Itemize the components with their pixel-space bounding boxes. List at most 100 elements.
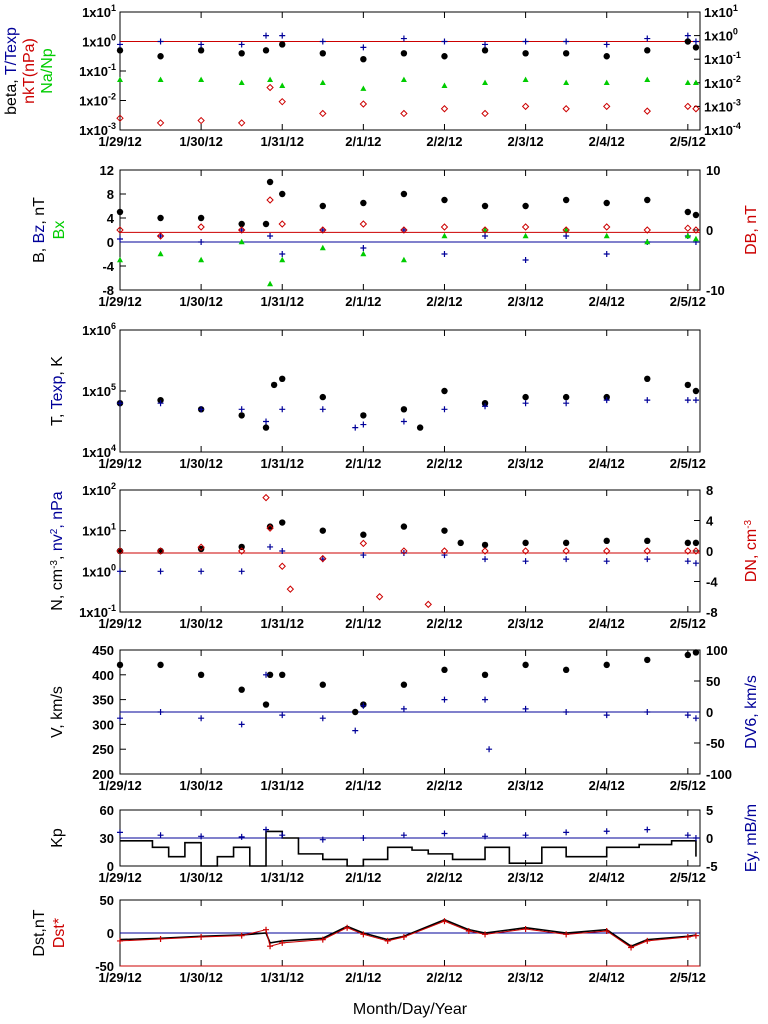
series-V-point [603, 661, 610, 669]
x-tick-label: 1/30/12 [179, 970, 222, 985]
x-tick-label: 2/5/12 [670, 294, 706, 309]
x-tick-label: 2/5/12 [670, 778, 706, 793]
x-tick-label: 2/2/12 [426, 294, 462, 309]
series-T/Texp-point [522, 38, 529, 45]
series-nv2-point [684, 558, 691, 565]
series-B-point [562, 196, 570, 204]
series-DB-point [278, 220, 286, 228]
x-tick-label: 1/31/12 [261, 294, 304, 309]
series-Bz-point [157, 233, 164, 239]
series-Texp-point [400, 418, 407, 425]
series-nv2-point [117, 568, 123, 575]
y-tick-label: 1x100 [82, 33, 116, 50]
series-V-point [692, 649, 700, 656]
series-B-point [197, 214, 205, 222]
series-Bx-point [267, 280, 274, 287]
series-DB-point [603, 223, 611, 231]
series-Dst*-line [119, 920, 697, 949]
series-Bz-point [267, 233, 274, 239]
series-nkT(nPa)-point [440, 105, 449, 113]
series-T/Texp-point [441, 38, 448, 45]
series-Texp-point [441, 406, 448, 413]
series-N-point [522, 539, 529, 547]
y-axis-label: beta, T/Texp [3, 27, 20, 115]
series-beta-point [644, 47, 651, 54]
series-DV6-point [263, 671, 270, 678]
y2-tick-label: 4 [706, 514, 714, 529]
series-V-point [279, 671, 286, 678]
series-DN-point [692, 547, 700, 555]
y-axis-label-2: Dst* [51, 918, 68, 948]
series-T/Texp-point [279, 32, 286, 39]
series-Dst*-point [263, 926, 270, 933]
series-B-point [360, 199, 367, 207]
series-Dst*-point [441, 918, 448, 925]
x-tick-label: 2/3/12 [508, 778, 544, 793]
series-nv2-point [644, 556, 651, 563]
series-B-point [522, 202, 529, 210]
x-tick-label: 1/29/12 [98, 294, 141, 309]
y-axis-label: T, Texp, K [49, 356, 66, 426]
series-T-point [562, 393, 570, 401]
series-DN-point [319, 554, 327, 563]
series-T-point [319, 393, 326, 401]
series-Ey-point [198, 833, 205, 840]
series-Na/Np-point [319, 79, 326, 85]
series-DV6-point [279, 712, 286, 719]
series-beta-point [481, 47, 489, 54]
y-tick-label: 350 [92, 693, 114, 708]
y2-tick-label: 0 [706, 831, 713, 846]
series-Texp-point [644, 397, 651, 404]
series-V-point [319, 681, 326, 688]
series-Dst*-point [400, 933, 407, 940]
series-Bx-point [441, 232, 448, 239]
series-Dst*-point [267, 943, 274, 950]
series-N-point [684, 539, 692, 547]
series-DV6-point [352, 727, 359, 734]
series-beta-point [684, 38, 692, 45]
series-T-point [157, 396, 164, 404]
series-DV6-point [684, 712, 691, 719]
y-tick-label: 1x10-3 [79, 121, 116, 138]
series-DB-point [692, 226, 700, 234]
y-tick-label: 1x105 [82, 382, 116, 399]
series-DB-point [266, 196, 274, 204]
series-B-point [400, 190, 408, 198]
series-Na/Np-point [157, 76, 164, 83]
series-beta-point [522, 50, 529, 57]
series-Dst*-point [692, 932, 699, 939]
series-DN-point [562, 547, 570, 555]
series-V-point [266, 671, 274, 678]
x-tick-label: 2/1/12 [345, 294, 381, 309]
series-nkT(nPa)-point [237, 119, 246, 127]
panel-B-frame [119, 169, 701, 291]
x-tick-label: 1/31/12 [261, 870, 304, 885]
x-tick-label: 1/30/12 [179, 616, 222, 631]
series-Ey-point [400, 832, 407, 839]
series-nkT(nPa)-point [197, 116, 205, 125]
series-Texp-point [603, 397, 610, 404]
y-tick-label: 4 [107, 211, 115, 226]
series-Bx-point [692, 235, 699, 242]
x-tick-label: 1/30/12 [179, 134, 222, 149]
series-nv2-point [441, 552, 448, 559]
series-Bx-point [198, 256, 205, 263]
series-Bz-point [198, 239, 205, 245]
panel-N-frame [119, 489, 701, 613]
x-tick-label: 2/2/12 [426, 870, 462, 885]
series-nkT(nPa)-point [359, 100, 368, 108]
series-V-point [441, 666, 448, 674]
y-tick-label: -50 [95, 959, 114, 974]
x-tick-label: 1/31/12 [261, 778, 304, 793]
y-tick-label: 250 [92, 742, 114, 757]
series-beta-point [197, 47, 205, 54]
series-V-point [352, 708, 359, 716]
series-Bx-point [117, 256, 123, 263]
series-nkT(nPa)-point [692, 105, 700, 113]
series-Bz-point [319, 227, 326, 233]
y-axis-label: V, km/s [49, 686, 66, 738]
series-beta-point [319, 50, 326, 57]
series-T/Texp-point [400, 35, 407, 42]
series-nkT(nPa)-point [481, 109, 489, 118]
